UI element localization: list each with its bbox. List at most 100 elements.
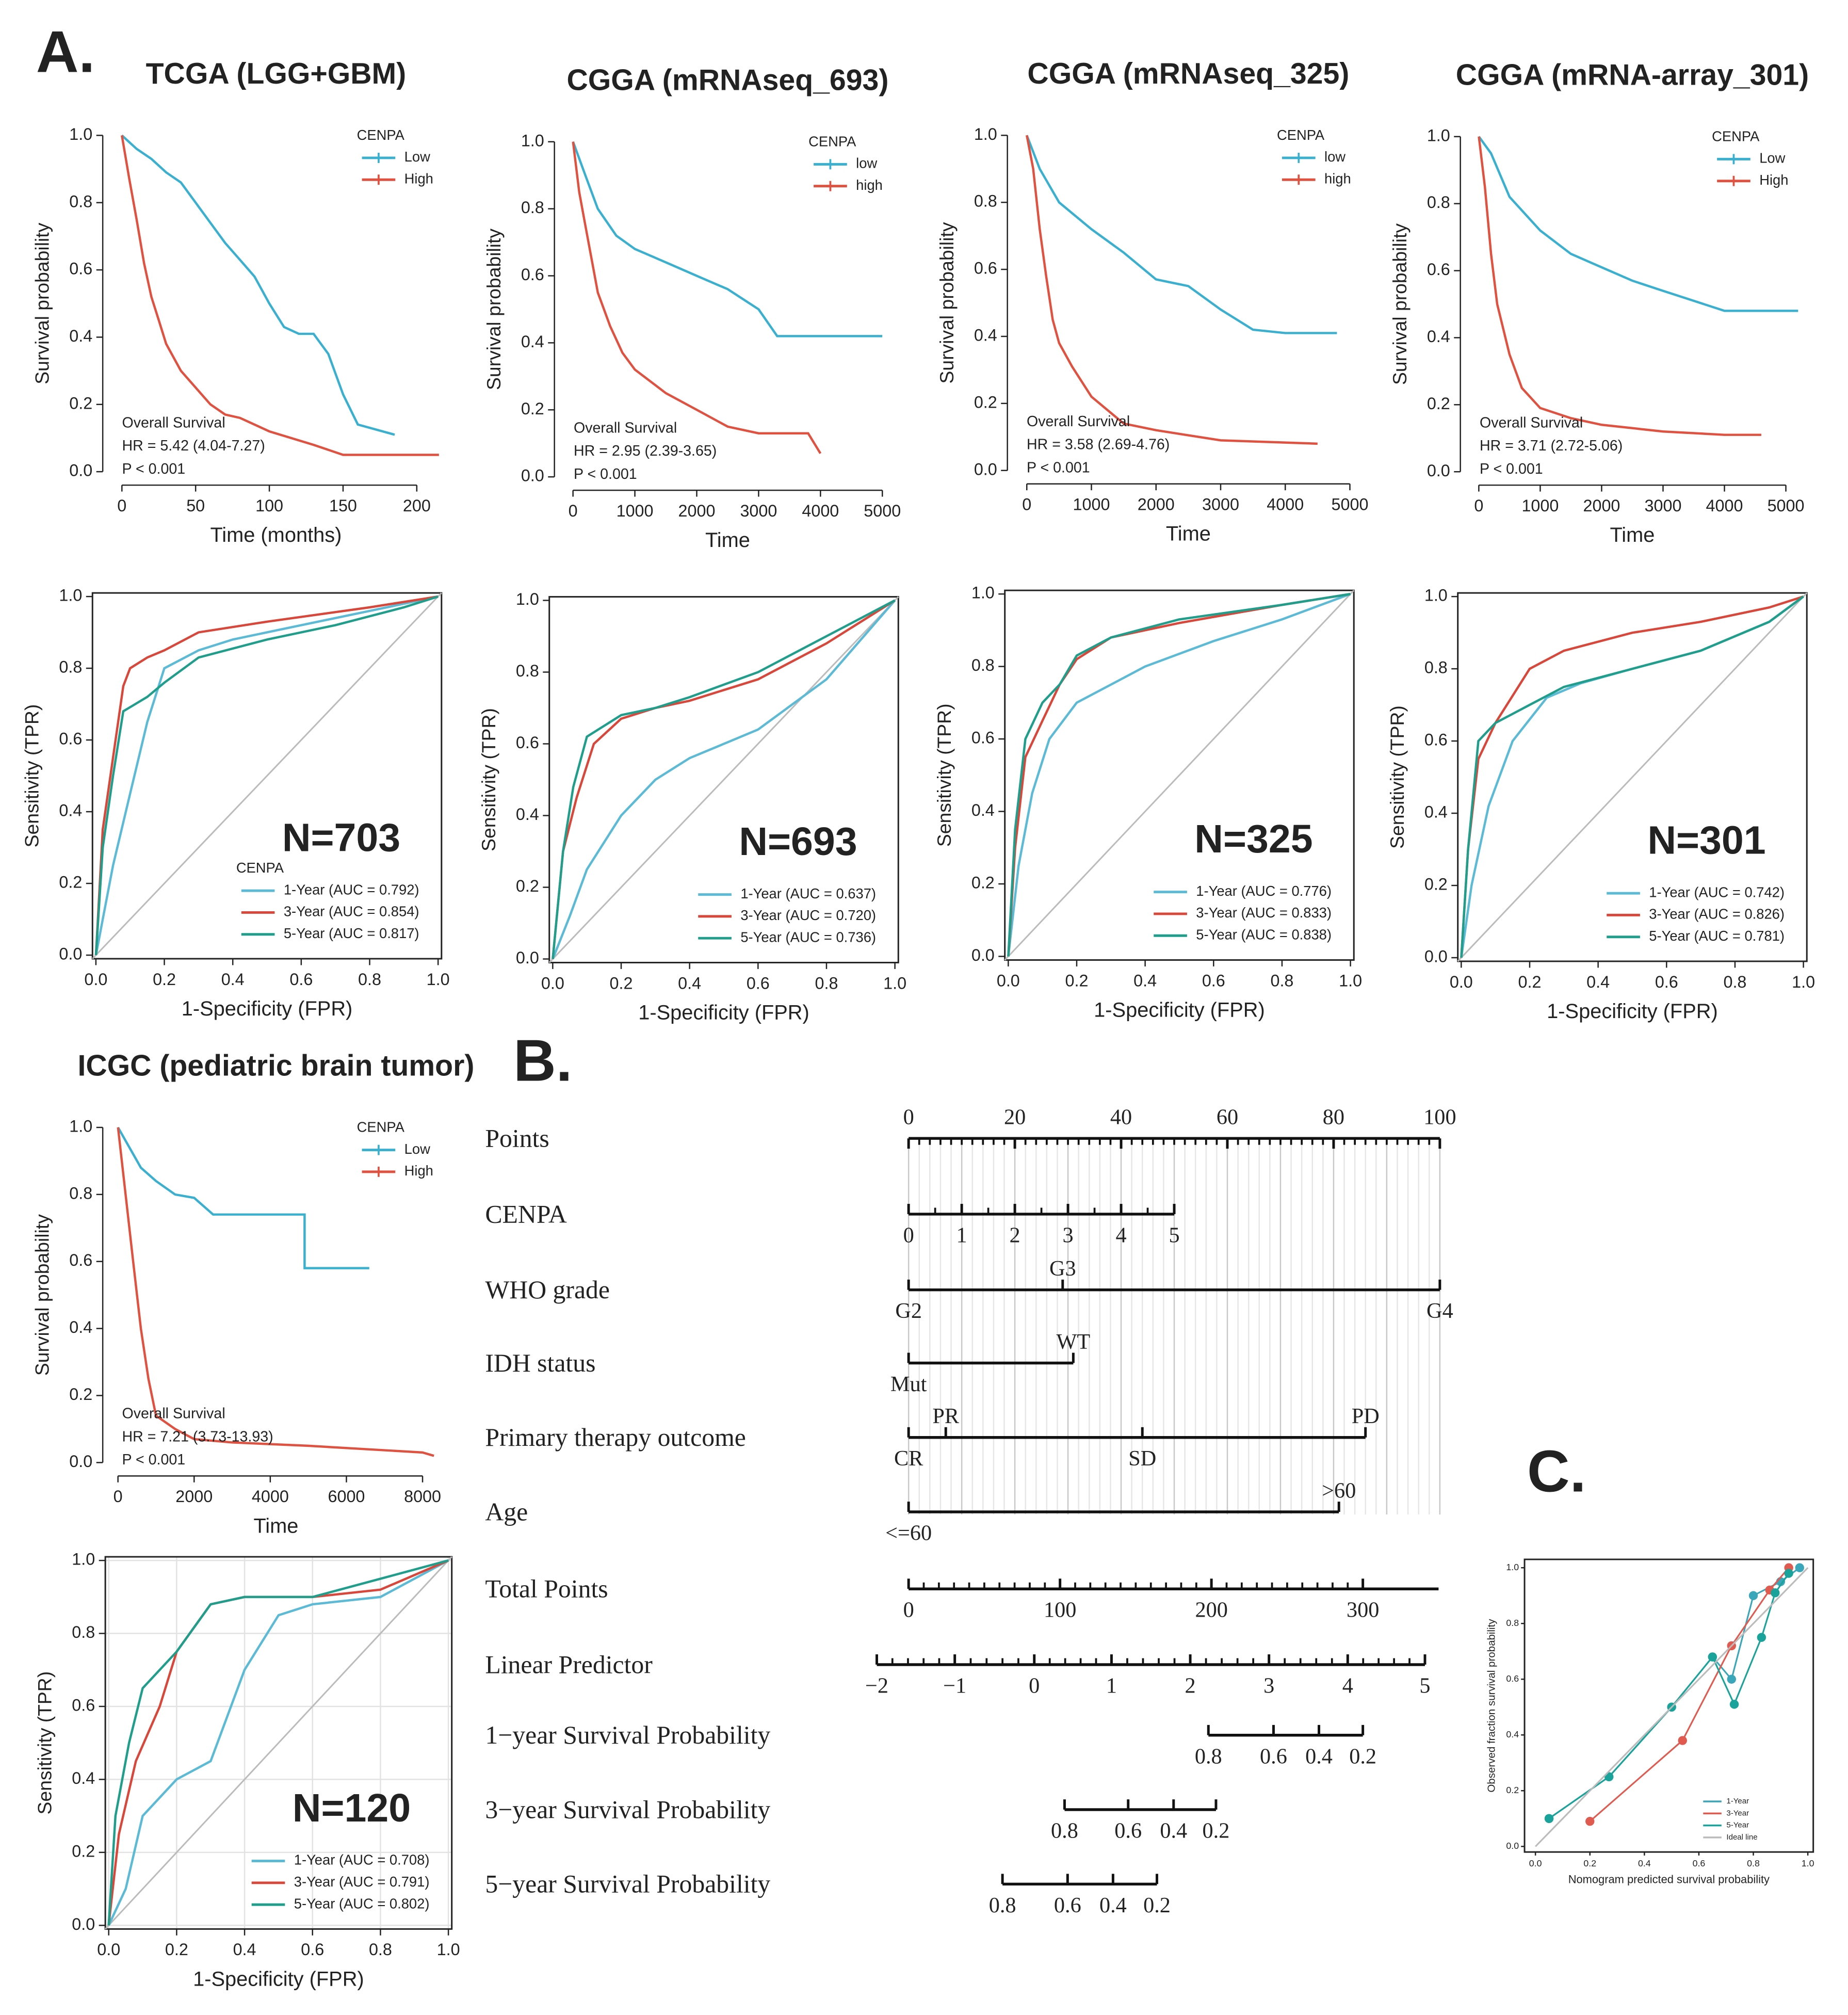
legend-label: 1-Year (AUC = 0.742) [1649, 884, 1785, 900]
legend-label: Low [404, 149, 430, 165]
y-tick-label: 0.2 [971, 874, 995, 892]
y-tick-label: 0.2 [1506, 1785, 1519, 1795]
chart-title: TCGA (LGG+GBM) [146, 57, 407, 90]
x-tick-label: 1.0 [427, 970, 450, 989]
x-tick-label: 0.2 [1583, 1858, 1596, 1868]
legend-label: Ideal line [1726, 1833, 1757, 1842]
nomogram-tick-label: 300 [1347, 1598, 1379, 1622]
nomogram-row-label: WHO grade [485, 1276, 610, 1304]
nomogram-tick-label: >60 [1322, 1478, 1356, 1503]
y-tick-label: 0.6 [69, 260, 92, 278]
x-tick-label: 0 [114, 1487, 123, 1506]
reference-line [548, 596, 899, 963]
nomogram-tick-label: 0.2 [1349, 1744, 1376, 1768]
legend-label: 5-Year (AUC = 0.838) [1196, 926, 1332, 942]
nomogram-tick-label: G3 [1049, 1256, 1076, 1281]
y-tick-label: 0.6 [59, 730, 82, 748]
nomogram-tick-label: 5 [1169, 1223, 1179, 1247]
x-tick-label: 0.4 [1133, 971, 1157, 990]
x-tick-label: 0.2 [153, 970, 176, 989]
annotation: P < 0.001 [1027, 459, 1090, 476]
annotation: Overall Survival [574, 420, 677, 436]
annotation: N=120 [293, 1786, 411, 1830]
x-tick-label: 0 [1022, 495, 1031, 514]
nomogram-tick-label: 0.4 [1305, 1744, 1333, 1768]
x-tick-label: 4000 [252, 1487, 289, 1506]
y-tick-label: 0.4 [516, 805, 539, 824]
x-tick-label: 0.0 [541, 974, 564, 992]
y-tick-label: 1.0 [516, 590, 539, 608]
x-tick-label: 0.2 [1518, 973, 1542, 991]
y-tick-label: 0.6 [971, 729, 995, 747]
x-tick-label: 4000 [1267, 495, 1304, 514]
annotation: N=693 [739, 819, 857, 864]
x-axis-label: Time [1166, 523, 1211, 545]
y-axis-label: Observed fraction survival probability [1486, 1619, 1498, 1793]
x-tick-label: 6000 [328, 1487, 365, 1506]
legend-label: high [1324, 170, 1351, 186]
series-line [121, 134, 395, 436]
y-tick-label: 0.6 [69, 1251, 92, 1269]
panel-label: C. [1527, 1439, 1586, 1505]
reference-line [105, 1556, 452, 1930]
nomogram-tick-label: G2 [895, 1299, 922, 1323]
nomogram-tick-label: WT [1057, 1330, 1091, 1354]
legend-label: 3-Year (AUC = 0.854) [284, 904, 419, 920]
annotation: HR = 5.42 (4.04-7.27) [122, 438, 265, 454]
y-tick-label: 0.4 [1506, 1729, 1519, 1739]
plot-frame [548, 596, 899, 963]
y-tick-label: 0.0 [59, 945, 82, 963]
nomogram-tick-label: 4 [1115, 1223, 1126, 1247]
annotation: Overall Survival [122, 1406, 225, 1422]
x-tick-label: 0.0 [84, 970, 107, 989]
data-point [1678, 1736, 1687, 1745]
legend-label: High [404, 1163, 433, 1179]
y-tick-label: 1.0 [69, 125, 92, 143]
x-tick-label: 5000 [1768, 496, 1805, 515]
legend-label: 5-Year [1726, 1821, 1749, 1830]
legend-label: 1-Year (AUC = 0.708) [294, 1852, 430, 1868]
x-axis-label: 1-Specificity (FPR) [638, 1001, 809, 1024]
x-tick-label: 0.0 [997, 971, 1020, 990]
nomogram-tick-label: 200 [1195, 1598, 1227, 1622]
x-tick-label: 0.0 [1529, 1858, 1542, 1868]
legend-label: high [856, 177, 883, 193]
data-point [1784, 1569, 1793, 1578]
x-tick-label: 5000 [1332, 495, 1369, 514]
y-tick-label: 0.0 [971, 946, 995, 964]
y-tick-label: 0.2 [72, 1842, 95, 1860]
y-tick-label: 0.4 [69, 327, 92, 345]
panel-label: A. [36, 19, 95, 85]
x-tick-label: 0.6 [1202, 971, 1225, 990]
x-tick-label: 0.2 [165, 1940, 188, 1959]
x-tick-label: 3000 [1645, 496, 1682, 515]
nomogram-tick-label: PR [932, 1404, 960, 1428]
data-point [1585, 1817, 1595, 1826]
legend-title: CENPA [1277, 127, 1325, 143]
legend-label: 5-Year (AUC = 0.781) [1649, 928, 1785, 944]
x-tick-label: 1.0 [1802, 1858, 1814, 1868]
legend-label: 1-Year (AUC = 0.637) [740, 885, 876, 901]
y-tick-label: 0.0 [521, 466, 544, 485]
x-tick-label: 50 [186, 496, 205, 515]
y-tick-label: 1.0 [971, 584, 995, 602]
data-point [1795, 1563, 1804, 1572]
x-axis-label: 1-Specificity (FPR) [1094, 998, 1265, 1021]
annotation: Overall Survival [122, 414, 225, 431]
x-tick-label: 0.6 [1693, 1858, 1706, 1868]
series-line [107, 1559, 449, 1926]
annotation: P < 0.001 [122, 1452, 185, 1468]
y-tick-label: 0.8 [72, 1623, 95, 1641]
y-tick-label: 0.0 [516, 948, 539, 967]
nomogram-tick-label: 0 [903, 1598, 914, 1622]
y-tick-label: 0.6 [521, 265, 544, 284]
series-line [1026, 135, 1318, 445]
x-tick-label: 150 [329, 496, 357, 515]
x-tick-label: 0.6 [747, 974, 770, 992]
nomogram-tick-label: SD [1128, 1446, 1156, 1471]
y-axis-label: Survival probability [1389, 223, 1411, 385]
nomogram-tick-label: 0 [903, 1223, 914, 1247]
annotation: P < 0.001 [122, 461, 185, 477]
annotation: HR = 2.95 (2.39-3.65) [574, 443, 717, 459]
